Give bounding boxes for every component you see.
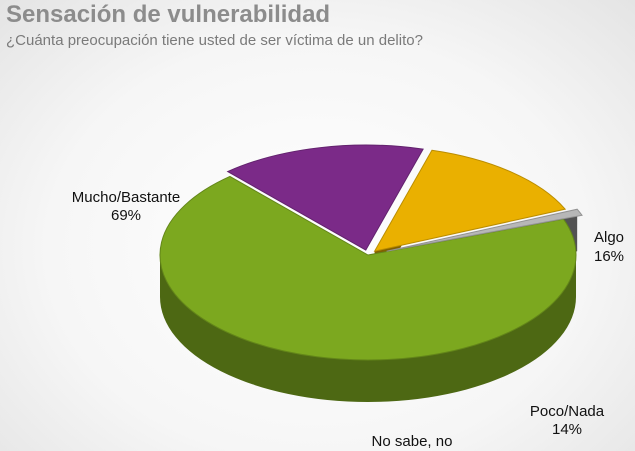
slice-value-poco-nada: 14% <box>552 421 582 438</box>
slice-value-mucho-bastante: 69% <box>111 207 141 224</box>
pie-top-layer <box>159 144 583 361</box>
slice-no-sabe-no <box>386 208 583 252</box>
chart-subtitle: ¿Cuánta preocupación tiene usted de ser … <box>6 32 423 49</box>
slice-label-algo: Algo <box>594 229 624 246</box>
slice-algo <box>226 144 424 251</box>
slice-mucho-bastante <box>159 175 577 361</box>
slice-label-mucho-bastante: Mucho/Bastante <box>72 189 180 206</box>
slice-side-mucho-bastante <box>160 255 576 402</box>
slice-value-algo: 16% <box>594 248 624 265</box>
slice-label-poco-nada: Poco/Nada <box>530 403 605 420</box>
slice-poco-nada <box>373 149 567 252</box>
slice-label-no-sabe: No sabe, no <box>372 433 453 450</box>
chart-title: Sensación de vulnerabilidad <box>6 1 331 28</box>
